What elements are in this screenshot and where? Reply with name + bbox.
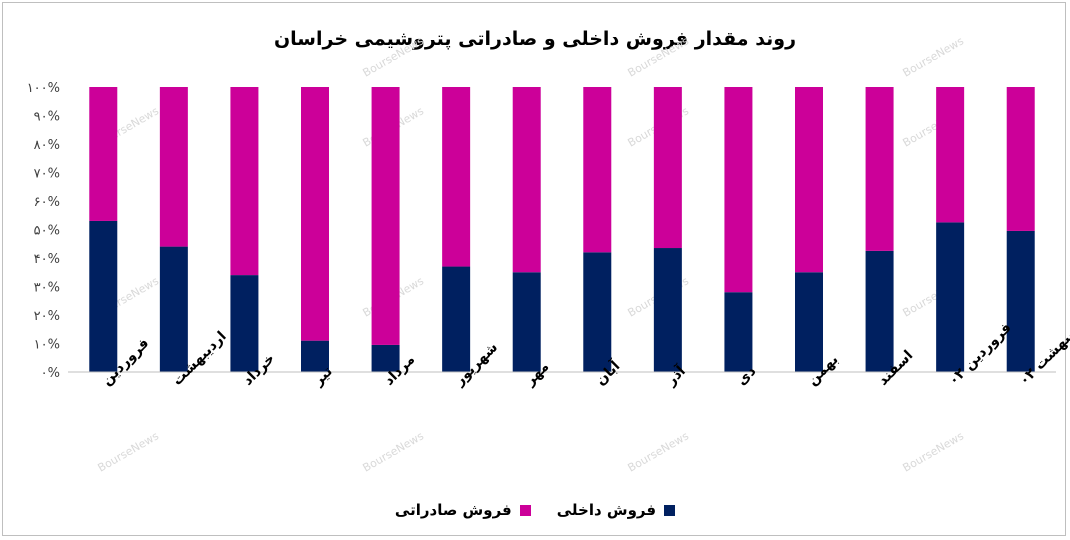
bar-domestic [583,252,612,372]
legend-label-domestic: فروش داخلی [556,501,657,519]
bar-domestic [230,275,259,372]
bar-export [89,87,118,221]
bar-export [442,87,471,267]
y-tick-label: ۶۰% [34,195,60,210]
bar-domestic [1006,230,1035,372]
bar-export [301,87,329,341]
bar-domestic [512,272,541,372]
watermark-text: BourseNews [626,34,692,79]
legend-item-export: فروش صادراتی [395,501,531,519]
bar-export [724,87,753,293]
y-tick-label: ۲۰% [34,309,60,324]
bar-export [159,87,188,247]
bar-export [795,87,823,273]
legend-swatch-domestic [664,504,676,516]
y-tick-label: ۴۰% [34,252,60,267]
legend-swatch-export [519,504,531,516]
y-tick-label: ۸۰% [34,138,60,153]
bar-export [936,87,965,223]
y-tick-label: ۱۰۰% [27,81,60,96]
y-tick-label: ۷۰% [34,167,60,182]
y-tick-label: ۵۰% [34,224,60,239]
bar-domestic [159,246,188,372]
bar-domestic [371,344,400,372]
bar-export [865,87,894,251]
y-tick-label: ۰% [41,366,60,381]
bar-domestic [865,250,894,372]
y-tick-label: ۱۰% [34,338,60,353]
bar-export [583,87,612,253]
legend-item-domestic: فروش داخلی [556,501,676,519]
y-tick-label: ۹۰% [34,110,60,125]
bar-domestic [653,248,682,372]
legend-label-export: فروش صادراتی [394,501,512,519]
bar-export [512,87,541,273]
watermark-text: BourseNews [626,429,692,474]
bar-export [371,87,400,345]
bar-export [653,87,682,249]
legend: فروش داخلی فروش صادراتی [0,501,1070,519]
bar-domestic [724,292,753,372]
bar-export [1006,87,1035,231]
bar-domestic [442,266,471,372]
watermark-text: BourseNews [901,429,967,474]
chart-title: روند مقدار فروش داخلی و صادراتی پتروشیمی… [273,28,797,50]
bar-domestic [936,222,965,372]
bar-export [230,87,259,276]
watermark-text: BourseNews [96,429,162,474]
watermark-text: BourseNews [361,429,427,474]
y-tick-label: ۳۰% [34,281,60,296]
bars-layer [89,87,1035,372]
bar-domestic [795,272,823,372]
watermark-text: BourseNews [361,34,427,79]
y-axis: ۰% ۱۰% ۲۰% ۳۰% ۴۰% ۵۰% ۶۰% ۷۰% ۸۰% ۹۰% ۱۰۰% [27,81,60,381]
bar-domestic [301,340,329,372]
bar-domestic [89,220,118,372]
watermark-text: BourseNews [901,34,967,79]
